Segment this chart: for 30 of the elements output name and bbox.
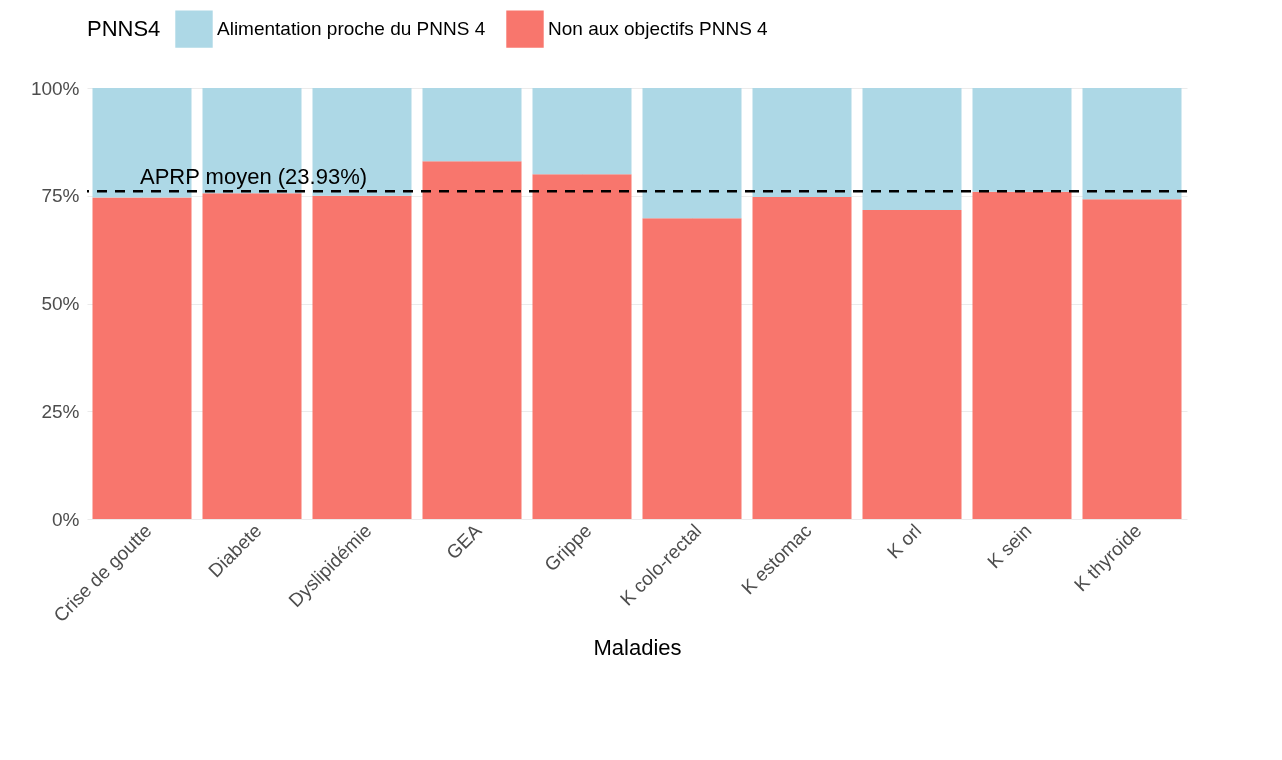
bar [862,209,962,519]
y-tick-label: 100% [30,77,80,99]
bar [422,161,522,519]
x-axis-title: Maladies [593,635,682,661]
x-tick-label: K sein [983,520,1036,573]
bar [532,174,632,519]
bar [422,88,522,162]
ref-line-label: APRP moyen (23.93%) [140,164,368,190]
legend-label: Non aux objectifs PNNS 4 [548,18,769,40]
legend-title: PNNS4 [87,16,161,41]
y-tick-label: 75% [41,185,80,207]
bar [972,88,1072,192]
x-tick-label: GEA [442,519,486,564]
bar [202,193,302,519]
bar [532,88,632,175]
bar [642,218,742,519]
y-tick-label: 50% [41,293,80,314]
bar [642,88,742,219]
bar [752,88,852,198]
y-tick-label: 0% [52,508,80,530]
y-tick-label: 25% [41,400,80,422]
x-tick-label: K orl [882,520,926,563]
bar [1082,88,1182,200]
bar [92,197,192,519]
legend-label: Alimentation proche du PNNS 4 [217,18,486,40]
bar [972,191,1072,519]
bar [1082,199,1182,519]
bar [862,88,962,210]
bar [312,195,412,519]
bar [752,197,852,519]
